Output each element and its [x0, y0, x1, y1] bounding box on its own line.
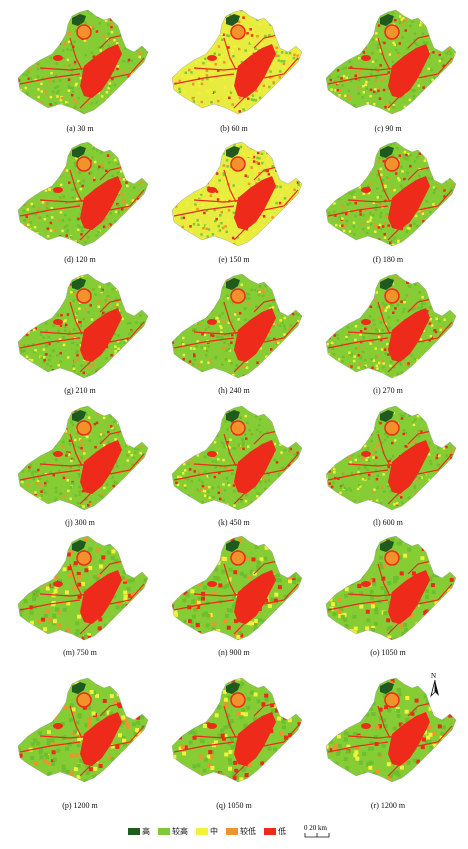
high-value-zone	[226, 14, 240, 26]
legend-label: 中	[210, 826, 218, 836]
panel-caption: (j) 300 m	[65, 518, 95, 527]
low-value-zone	[388, 440, 430, 494]
high-value-zone	[72, 540, 86, 552]
legend-swatch	[158, 827, 170, 835]
high-value-zone	[72, 682, 86, 694]
panel-caption: (a) 30 m	[66, 124, 94, 133]
high-value-zone	[380, 410, 394, 422]
map-panel	[171, 535, 303, 641]
legend-item-mid-low: 较低	[226, 826, 256, 837]
map-panel	[171, 141, 303, 247]
legend-item-high: 高	[128, 826, 150, 837]
scale-bar-line	[304, 833, 330, 838]
panel-caption: (c) 90 m	[374, 124, 402, 133]
legend-label: 较低	[240, 826, 256, 836]
panel-caption: (o) 1050 m	[370, 648, 406, 657]
low-value-zone	[234, 712, 276, 766]
map-panel	[171, 273, 303, 379]
high-value-zone	[72, 410, 86, 422]
high-value-zone	[72, 14, 86, 26]
high-value-zone	[380, 278, 394, 290]
low-value-zone	[234, 44, 276, 98]
panel-caption: (m) 750 m	[63, 648, 97, 657]
low-value-zone	[388, 308, 430, 362]
legend-swatch	[264, 827, 276, 835]
map-panel	[325, 9, 457, 115]
legend: 高 较高 中 较低 低	[128, 825, 286, 837]
panel-caption: (i) 270 m	[373, 386, 403, 395]
high-value-zone	[72, 146, 86, 158]
map-panel	[17, 677, 149, 783]
panel-caption: (f) 180 m	[372, 255, 404, 264]
map-panel	[171, 9, 303, 115]
legend-swatch	[226, 827, 238, 835]
panel-caption: (r) 1200 m	[370, 801, 406, 810]
low-value-zone	[80, 44, 122, 98]
legend-swatch	[128, 827, 140, 835]
map-panel	[325, 535, 457, 641]
map-panel	[325, 273, 457, 379]
legend-label: 较高	[172, 826, 188, 836]
legend-label: 低	[278, 826, 286, 836]
high-value-zone	[226, 146, 240, 158]
map-panel	[17, 405, 149, 511]
map-panel	[17, 141, 149, 247]
map-panel	[17, 9, 149, 115]
scale-bar: 0 20 km	[304, 824, 348, 842]
map-panel	[325, 405, 457, 511]
high-value-zone	[380, 14, 394, 26]
low-value-zone	[234, 308, 276, 362]
panel-caption: (p) 1200 m	[62, 801, 98, 810]
high-value-zone	[380, 540, 394, 552]
north-arrow-icon	[430, 679, 439, 698]
legend-item-mid-high: 较高	[158, 826, 188, 837]
panel-caption: (b) 60 m	[220, 124, 248, 133]
panel-caption: (d) 120 m	[64, 255, 96, 264]
map-panel	[17, 535, 149, 641]
high-value-zone	[380, 682, 394, 694]
legend-item-medium: 中	[196, 826, 218, 837]
legend-swatch	[196, 827, 208, 835]
low-value-zone	[234, 176, 276, 230]
low-value-zone	[234, 570, 276, 624]
map-panel	[171, 677, 303, 783]
panel-caption: (k) 450 m	[218, 518, 250, 527]
map-panel	[325, 141, 457, 247]
map-panel	[325, 677, 457, 783]
low-value-zone	[80, 440, 122, 494]
panel-caption: (n) 900 m	[218, 648, 250, 657]
low-value-zone	[80, 712, 122, 766]
low-value-zone	[234, 440, 276, 494]
panel-caption: (l) 600 m	[373, 518, 403, 527]
north-arrow-label: N	[431, 672, 437, 680]
low-value-zone	[80, 570, 122, 624]
high-value-zone	[226, 410, 240, 422]
low-value-zone	[388, 712, 430, 766]
panel-caption: (q) 1050 m	[216, 801, 252, 810]
low-value-zone	[388, 570, 430, 624]
map-panel	[171, 405, 303, 511]
high-value-zone	[226, 682, 240, 694]
panel-caption: (e) 150 m	[218, 255, 250, 264]
high-value-zone	[226, 540, 240, 552]
low-value-zone	[388, 176, 430, 230]
legend-item-low: 低	[264, 826, 286, 837]
high-value-zone	[226, 278, 240, 290]
high-value-zone	[380, 146, 394, 158]
low-value-zone	[80, 308, 122, 362]
low-value-zone	[80, 176, 122, 230]
legend-label: 高	[142, 826, 150, 836]
panel-caption: (h) 240 m	[218, 386, 250, 395]
low-value-zone	[388, 44, 430, 98]
panel-caption: (g) 210 m	[64, 386, 96, 395]
scale-label: 0 20 km	[304, 824, 327, 832]
high-value-zone	[72, 278, 86, 290]
map-panel	[17, 273, 149, 379]
